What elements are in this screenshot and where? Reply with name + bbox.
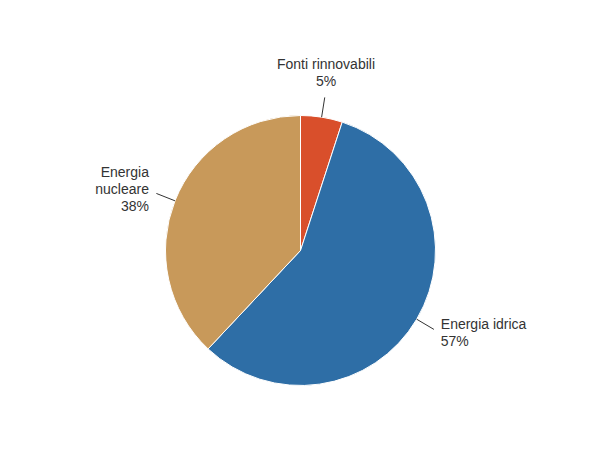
svg-text:Energianucleare38%: Energianucleare38%	[95, 164, 149, 214]
svg-text:Fonti rinnovabili5%: Fonti rinnovabili5%	[277, 56, 375, 89]
svg-text:Energia idrica57%: Energia idrica57%	[441, 316, 527, 349]
